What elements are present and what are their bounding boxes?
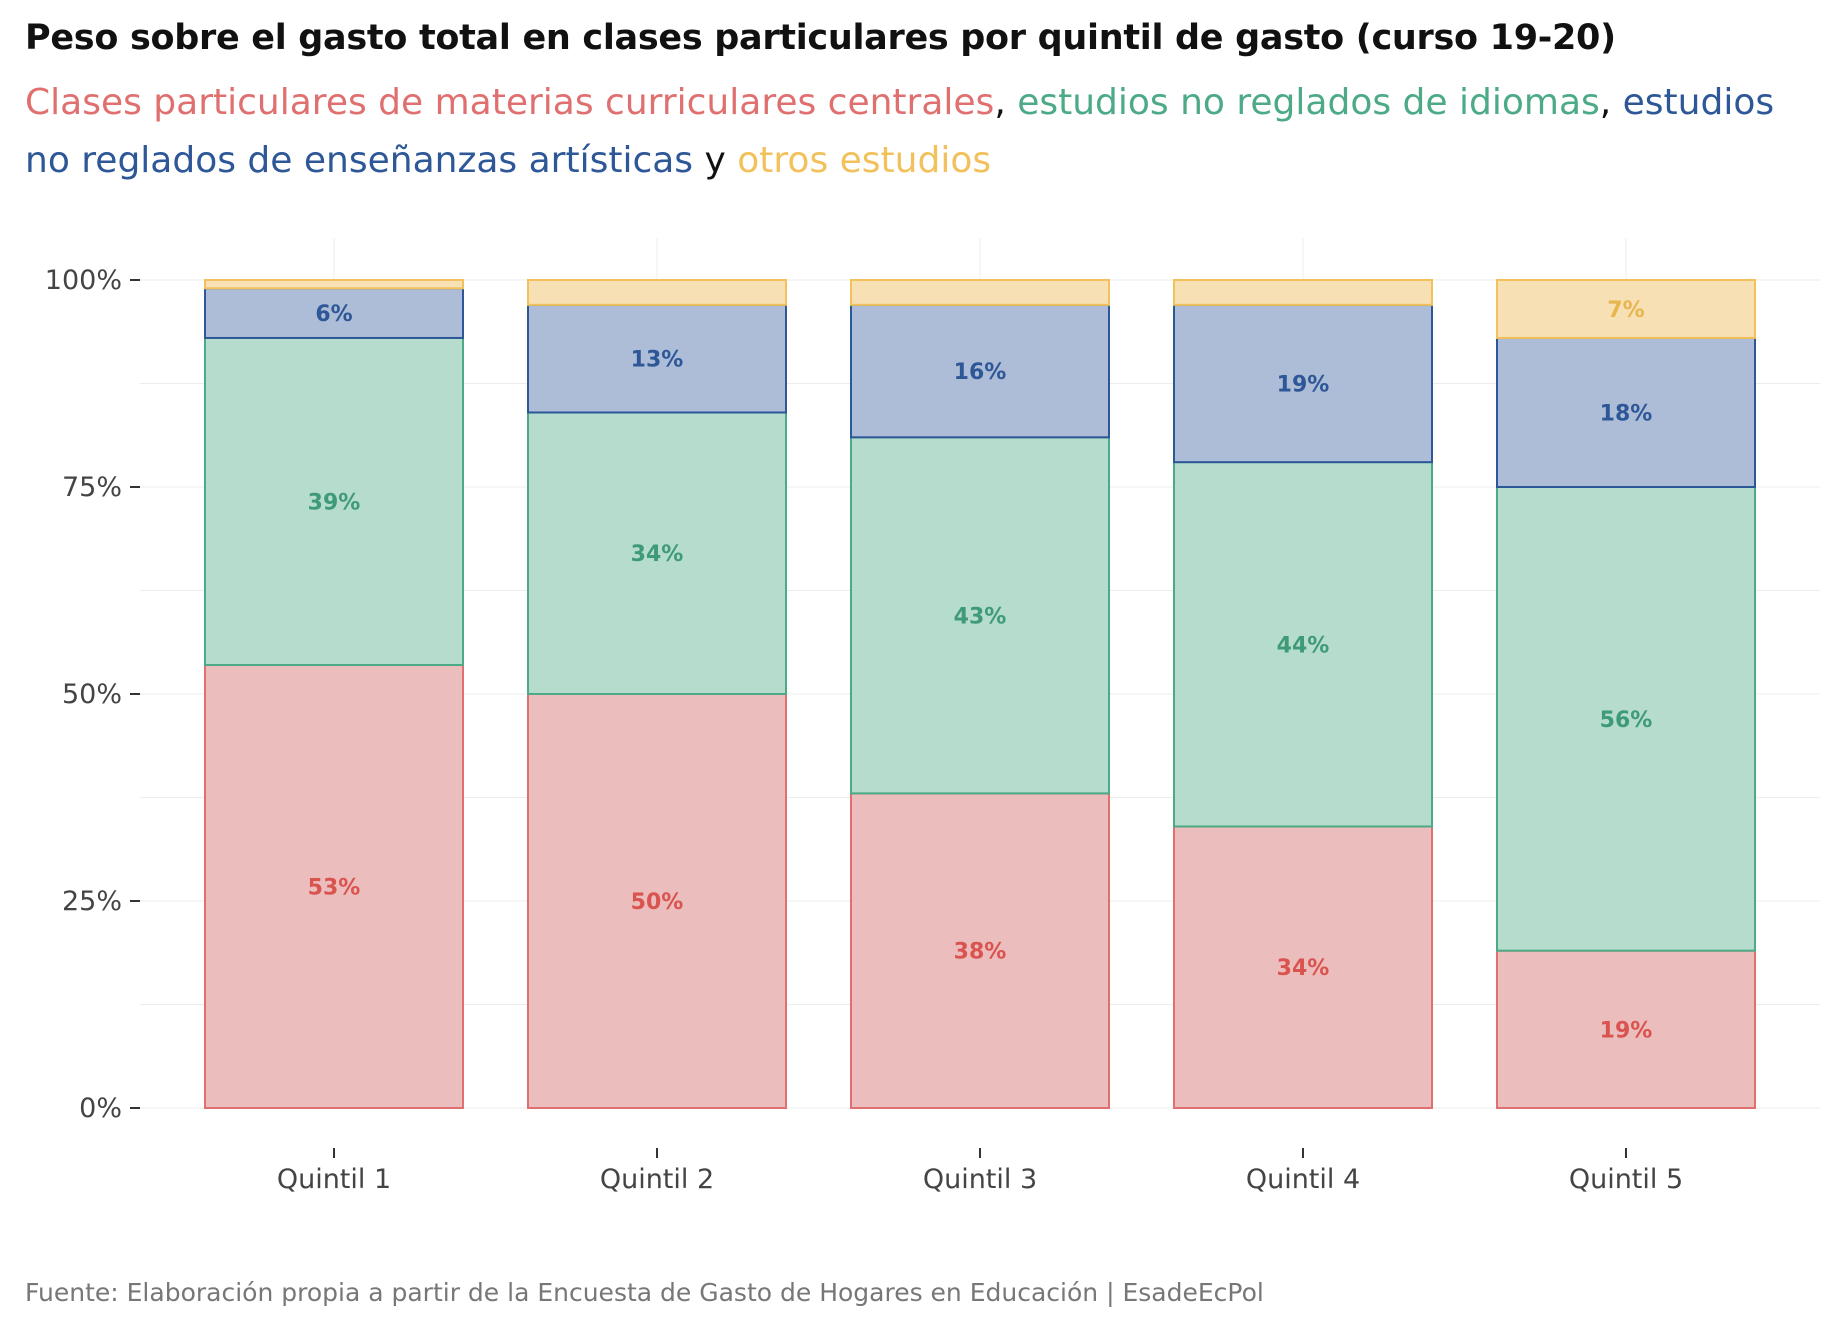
bar-segment <box>1173 825 1433 1109</box>
bar-segment <box>1173 279 1433 306</box>
bar-segment <box>204 336 464 667</box>
data-label: 19% <box>1600 1018 1653 1043</box>
data-label: 18% <box>1600 401 1653 426</box>
bar-segment <box>1496 279 1756 339</box>
y-tick-label: 75% <box>62 472 122 503</box>
x-tick-label: Quintil 2 <box>600 1164 714 1195</box>
data-label: 56% <box>1600 708 1653 733</box>
source-note: Fuente: Elaboración propia a partir de l… <box>25 1278 1264 1307</box>
chart-subtitle: Clases particulares de materias curricul… <box>25 74 1825 190</box>
bar-segment <box>850 303 1110 439</box>
x-tick-label: Quintil 3 <box>923 1164 1037 1195</box>
bar-segment <box>1496 486 1756 952</box>
bar-segment <box>204 664 464 1110</box>
bar-segment <box>527 411 787 695</box>
subtitle-series-curriculares: Clases particulares de materias curricul… <box>25 82 995 123</box>
data-label: 7% <box>1607 298 1644 323</box>
data-label: 43% <box>954 604 1007 629</box>
data-label: 50% <box>631 890 684 915</box>
data-label: 19% <box>1277 373 1330 398</box>
bar-segment <box>850 279 1110 306</box>
y-tick-label: 25% <box>62 886 122 917</box>
subtitle-separator-1: , <box>994 82 1018 123</box>
chart-title: Peso sobre el gasto total en clases part… <box>25 18 1616 58</box>
x-tick-label: Quintil 4 <box>1246 1164 1360 1195</box>
bar-segment <box>204 287 464 339</box>
x-tick-label: Quintil 5 <box>1569 1164 1683 1195</box>
bar-segment <box>1496 949 1756 1109</box>
y-tick-label: 50% <box>62 679 122 710</box>
bar-segment <box>204 279 464 290</box>
data-label: 13% <box>631 348 684 373</box>
data-label: 6% <box>315 302 352 327</box>
bar-segment <box>1173 461 1433 828</box>
subtitle-series-idiomas: estudios no reglados de idiomas <box>1017 82 1600 123</box>
data-label: 44% <box>1277 633 1330 658</box>
subtitle-series-artisticas: estudios no reglados de enseñanzas artís… <box>25 82 1775 181</box>
y-tick-label: 100% <box>45 265 122 296</box>
data-label: 39% <box>308 490 361 515</box>
subtitle-series-otros: otros estudios <box>737 140 992 181</box>
data-label: 53% <box>308 876 361 901</box>
subtitle-separator-3: y <box>693 140 738 181</box>
data-label: 38% <box>954 940 1007 965</box>
x-tick-label: Quintil 1 <box>277 1164 391 1195</box>
bar-segment <box>1173 303 1433 464</box>
data-label: 34% <box>631 542 684 567</box>
bar-segment <box>850 792 1110 1109</box>
data-label: 34% <box>1277 956 1330 981</box>
data-label: 16% <box>954 360 1007 385</box>
bar-segment <box>1496 336 1756 488</box>
bar-segment <box>527 303 787 414</box>
bar-segment <box>850 436 1110 795</box>
y-tick-label: 0% <box>79 1093 122 1124</box>
bar-segment <box>527 279 787 306</box>
subtitle-separator-2: , <box>1599 82 1623 123</box>
bar-segment <box>527 693 787 1109</box>
